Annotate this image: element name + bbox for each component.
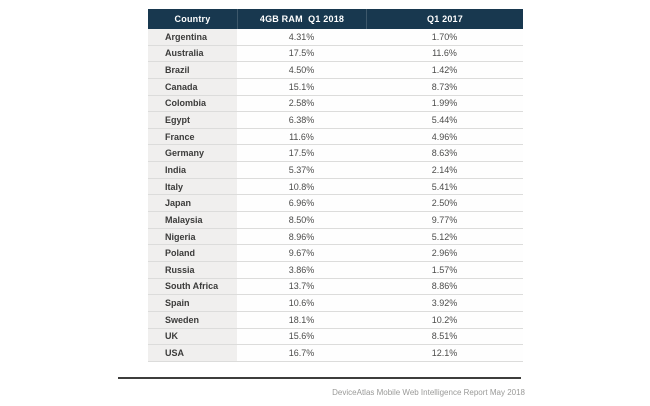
q1-2017-value-cell: 8.63% [431, 148, 458, 159]
footer-divider [118, 377, 521, 379]
q1-2018-value-cell: 8.96% [288, 231, 315, 242]
table-row: Russia 3.86% 1.57% [148, 261, 523, 279]
q1-2018-value-cell: 9.67% [288, 248, 315, 259]
country-cell: Argentina [148, 29, 237, 45]
table-row: Colombia 2.58% 1.99% [148, 95, 523, 113]
country-cell: Egypt [148, 112, 237, 128]
q1-2018-value-cell: 18.1% [288, 314, 315, 325]
source-caption: DeviceAtlas Mobile Web Intelligence Repo… [332, 388, 525, 397]
country-cell: Poland [148, 245, 237, 261]
table-row: South Africa 13.7% 8.86% [148, 278, 523, 296]
q1-2018-value-cell: 15.1% [288, 81, 315, 92]
q1-2018-value-cell: 6.96% [288, 198, 315, 209]
country-cell: Colombia [148, 95, 237, 112]
country-cell: Australia [148, 45, 237, 62]
q1-2017-value-cell: 8.86% [431, 281, 458, 292]
q1-2017-value-cell: 1.57% [431, 264, 458, 275]
table-row: Italy 10.8% 5.41% [148, 178, 523, 196]
country-cell: Germany [148, 145, 237, 162]
table-row: Canada 15.1% 8.73% [148, 78, 523, 96]
table-row: Argentina 4.31% 1.70% [148, 29, 523, 46]
table-row: India 5.37% 2.14% [148, 162, 523, 179]
table-row: Nigeria 8.96% 5.12% [148, 228, 523, 246]
q1-2017-value-cell: 1.70% [431, 31, 458, 42]
column-header-q1-2017: Q1 2017 [366, 9, 523, 29]
table-row: France 11.6% 4.96% [148, 128, 523, 146]
q1-2017-value-cell: 5.12% [431, 231, 458, 242]
country-cell: UK [148, 328, 237, 345]
table-row: Germany 17.5% 8.63% [148, 145, 523, 163]
country-cell: Sweden [148, 311, 237, 328]
q1-2018-value-cell: 10.6% [288, 298, 315, 309]
q1-2018-value-cell: 5.37% [288, 164, 315, 175]
q1-2018-value-cell: 10.8% [288, 181, 315, 192]
q1-2018-value-cell: 4.50% [288, 65, 315, 76]
q1-2018-value-cell: 4.31% [288, 31, 315, 42]
table-row: Egypt 6.38% 5.44% [148, 112, 523, 129]
q1-2017-value-cell: 1.99% [431, 98, 458, 109]
country-cell: Malaysia [148, 212, 237, 228]
country-cell: Russia [148, 261, 237, 278]
q1-2018-value-cell: 2.58% [288, 98, 315, 109]
table-row: Brazil 4.50% 1.42% [148, 62, 523, 79]
q1-2018-value-cell: 11.6% [289, 131, 314, 142]
q1-2017-value-cell: 1.42% [431, 65, 458, 76]
q1-2018-value-cell: 15.6% [288, 331, 315, 342]
country-cell: South Africa [148, 278, 237, 295]
q1-2017-value-cell: 8.51% [431, 331, 458, 342]
country-cell: USA [148, 345, 237, 361]
country-cell: Italy [148, 178, 237, 195]
table-row: Malaysia 8.50% 9.77% [148, 212, 523, 229]
table-row: UK 15.6% 8.51% [148, 328, 523, 346]
table-body: Argentina 4.31% 1.70% Australia 17.5% 11.6% Br… [148, 29, 523, 362]
q1-2017-value-cell: 8.73% [431, 81, 458, 92]
country-cell: Canada [148, 78, 237, 95]
q1-2017-value-cell: 5.41% [431, 181, 458, 192]
table-row: Japan 6.96% 2.50% [148, 195, 523, 213]
q1-2017-value-cell: 11.6% [432, 48, 457, 59]
q1-2018-value-cell: 8.50% [288, 214, 315, 225]
q1-2017-value-cell: 2.96% [431, 248, 458, 259]
table-row: Sweden 18.1% 10.2% [148, 311, 523, 329]
q1-2018-value-cell: 17.5% [288, 48, 315, 59]
q1-2017-value-cell: 3.92% [431, 298, 458, 309]
country-cell: India [148, 162, 237, 178]
q1-2017-value-cell: 2.50% [431, 198, 458, 209]
country-cell: Japan [148, 195, 237, 212]
q1-2017-value-cell: 4.96% [431, 131, 458, 142]
q1-2018-value-cell: 16.7% [288, 347, 315, 358]
country-cell: Brazil [148, 62, 237, 78]
q1-2017-value-cell: 10.2% [431, 314, 458, 325]
column-header-4gb-ram-q1-2018: 4GB RAM Q1 2018 [237, 9, 366, 29]
country-cell: Spain [148, 295, 237, 311]
table-row: Australia 17.5% 11.6% [148, 45, 523, 63]
column-header-country: Country [174, 14, 211, 24]
q1-2018-value-cell: 6.38% [288, 115, 315, 126]
q1-2018-value-cell: 17.5% [288, 148, 315, 159]
q1-2018-value-cell: 3.86% [288, 264, 315, 275]
table-header-row: Country 4GB RAM Q1 2018 Q1 2017 [148, 9, 523, 29]
q1-2017-value-cell: 2.14% [431, 164, 458, 175]
q1-2018-value-cell: 13.7% [288, 281, 315, 292]
q1-2017-value-cell: 9.77% [431, 214, 458, 225]
ram-share-table: Country 4GB RAM Q1 2018 Q1 2017 Argentin… [148, 9, 523, 362]
q1-2017-value-cell: 5.44% [431, 115, 458, 126]
country-cell: France [148, 128, 237, 145]
country-cell: Nigeria [148, 228, 237, 245]
table-row: Poland 9.67% 2.96% [148, 245, 523, 262]
q1-2017-value-cell: 12.1% [431, 347, 458, 358]
table-row: USA 16.7% 12.1% [148, 345, 523, 362]
table-row: Spain 10.6% 3.92% [148, 295, 523, 312]
